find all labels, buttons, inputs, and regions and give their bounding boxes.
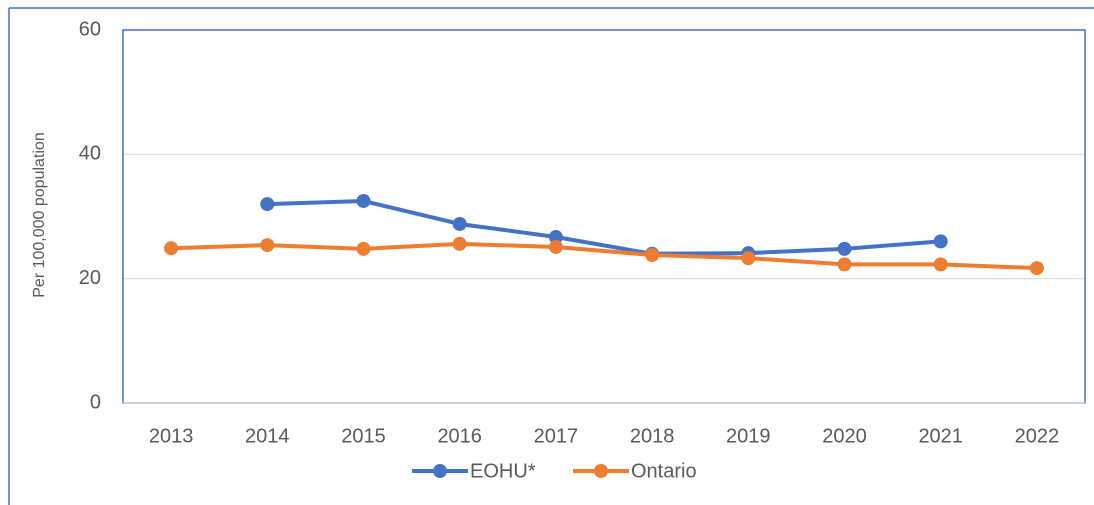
plot-border [122,29,1086,404]
y-tick-label: 20 [79,267,101,289]
series-marker [741,251,756,266]
series-marker [1029,261,1044,276]
series-marker [837,257,852,272]
series-marker [260,238,275,253]
x-tick-label: 2020 [822,425,867,447]
legend-label: EOHU* [470,460,536,482]
series-marker [933,234,948,249]
y-tick-label: 60 [79,18,101,40]
y-axis-label: Per 100,000 population [31,132,48,297]
x-tick-label: 2016 [437,425,482,447]
x-tick-label: 2021 [918,425,963,447]
x-tick-label: 2019 [726,425,771,447]
x-tick-label: 2013 [149,425,194,447]
series-marker [452,236,467,251]
series-marker [933,257,948,272]
series-marker [356,193,371,208]
series-line [171,241,1037,271]
x-tick-label: 2018 [630,425,675,447]
series-marker [645,248,660,263]
series-marker [356,241,371,256]
x-tick-label: 2022 [1015,425,1060,447]
series-line [267,198,941,256]
series-marker [452,216,467,231]
y-tick-label: 0 [90,391,101,413]
series-marker [164,241,179,256]
series-marker [260,197,275,212]
series-marker [548,239,563,254]
series-marker [548,230,563,245]
series-marker [837,241,852,256]
x-tick-label: 2017 [534,425,579,447]
x-tick-label: 2015 [341,425,386,447]
legend-marker [594,464,608,478]
y-tick-label: 40 [79,143,101,165]
legend-label: Ontario [631,460,697,482]
legend-marker [433,464,447,478]
x-tick-label: 2014 [245,425,290,447]
